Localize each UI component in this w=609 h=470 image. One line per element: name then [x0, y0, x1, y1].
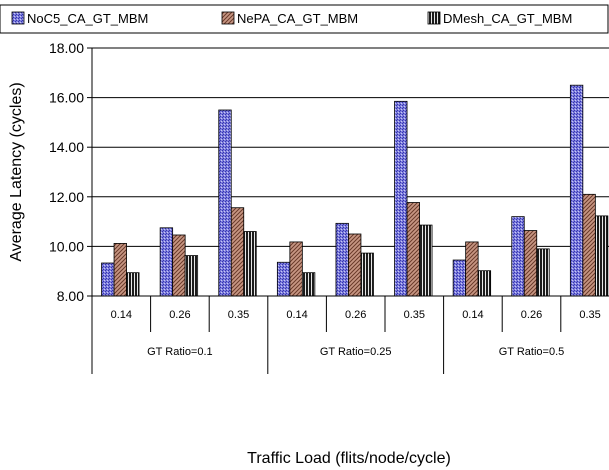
bar-noc5-3 — [276, 261, 291, 297]
y-tick-labels: 8.00 10.00 12.00 14.00 16.00 18.00 — [49, 40, 84, 304]
bar-noc5-5 — [394, 100, 408, 297]
x-category-label: 0.35 — [579, 309, 600, 321]
legend-box — [0, 4, 609, 34]
bar-dmesh-7 — [536, 248, 550, 297]
x-category-label: 0.26 — [169, 309, 190, 321]
x-group-label: GT Ratio=0.5 — [499, 346, 565, 358]
bar-noc5-6 — [452, 259, 467, 297]
bar-noc5-8 — [569, 84, 584, 297]
bar-dmesh-1 — [184, 255, 199, 297]
bar-dmesh-6 — [477, 270, 492, 297]
x-axis-title: Traffic Load (flits/node/cycle) — [247, 450, 451, 467]
x-category-label: 0.35 — [228, 309, 249, 321]
bar-noc5-1 — [159, 227, 174, 297]
bar-nepa-2 — [230, 207, 245, 297]
bar-nepa-3 — [289, 241, 303, 297]
y-tick-label: 12.00 — [49, 189, 84, 205]
bar-noc5-0 — [101, 262, 115, 297]
x-category-labels: 0.14 0.26 0.35 0.14 0.26 0.35 0.14 0.26 0.35 — [91, 296, 601, 374]
legend-label-nepa: NePA_CA_GT_MBM — [237, 11, 358, 26]
bar-dmesh-2 — [243, 231, 257, 297]
bar-dmesh-0 — [126, 272, 140, 297]
bar-dmesh-8 — [594, 215, 609, 297]
bar-dmesh-4 — [360, 252, 374, 297]
x-category-label: 0.26 — [345, 309, 366, 321]
x-category-label: 0.35 — [404, 309, 425, 321]
bar-noc5-4 — [335, 222, 349, 297]
bar-nepa-6 — [465, 241, 479, 297]
x-group-labels: GT Ratio=0.1 GT Ratio=0.25 GT Ratio=0.5 — [147, 346, 564, 358]
x-group-label: GT Ratio=0.25 — [320, 346, 392, 358]
legend-swatch-dmesh — [427, 11, 441, 25]
legend: NoC5_CA_GT_MBM NePA_CA_GT_MBM DMesh_CA_G… — [0, 4, 609, 34]
y-tick-label: 10.00 — [49, 238, 84, 254]
legend-swatch-nepa — [221, 11, 235, 25]
x-category-label: 0.14 — [286, 309, 307, 321]
bar-noc5-7 — [511, 216, 525, 297]
bar-dmesh-3 — [301, 272, 316, 297]
bars — [101, 84, 609, 297]
y-axis-title: Average Latency (cycles) — [8, 82, 25, 261]
bar-noc5-2 — [218, 109, 232, 297]
bar-nepa-1 — [172, 234, 186, 297]
x-group-label: GT Ratio=0.1 — [147, 346, 213, 358]
y-tick-label: 16.00 — [49, 90, 84, 106]
bar-nepa-0 — [113, 243, 127, 297]
x-category-label: 0.14 — [111, 309, 132, 321]
x-category-label: 0.26 — [521, 309, 542, 321]
y-tick-label: 18.00 — [49, 40, 84, 56]
bar-nepa-5 — [406, 202, 420, 297]
bar-nepa-4 — [348, 233, 362, 297]
x-category-label: 0.14 — [462, 309, 483, 321]
bar-nepa-7 — [523, 230, 538, 297]
legend-label-noc5: NoC5_CA_GT_MBM — [27, 11, 148, 26]
legend-swatch-noc5 — [11, 11, 25, 25]
y-tick-label: 8.00 — [57, 288, 84, 304]
legend-label-dmesh: DMesh_CA_GT_MBM — [443, 11, 572, 26]
y-tick-label: 14.00 — [49, 139, 84, 155]
bar-nepa-8 — [582, 193, 596, 297]
bar-dmesh-5 — [419, 224, 433, 297]
